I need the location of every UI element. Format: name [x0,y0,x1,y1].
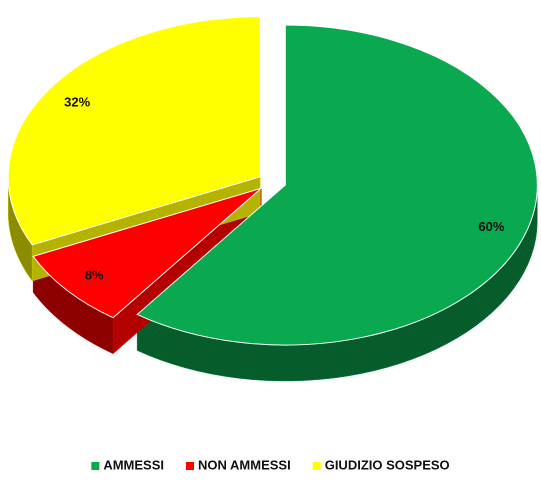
legend-label: AMMESSI [103,457,164,472]
data-label: 32% [64,94,90,109]
pie-slice [7,16,261,246]
legend-label: NON AMMESSI [198,457,291,472]
data-label: 60% [478,219,504,234]
legend-swatch [186,462,194,470]
legend-label: GIUDIZIO SOSPESO [325,457,450,472]
legend-swatch [91,462,100,470]
pie-slice [32,187,262,319]
legend-item: AMMESSI [91,457,164,472]
legend: AMMESSI NON AMMESSI GIUDIZIO SOSPESO [91,457,450,472]
legend-item: GIUDIZIO SOSPESO [312,457,450,472]
pie-tops [7,16,538,346]
pie-slice [136,24,538,346]
legend-item: NON AMMESSI [186,457,291,472]
data-labels: 60% 8% 32% [64,94,505,282]
data-label: 8% [85,267,104,282]
legend-swatch [312,462,321,470]
